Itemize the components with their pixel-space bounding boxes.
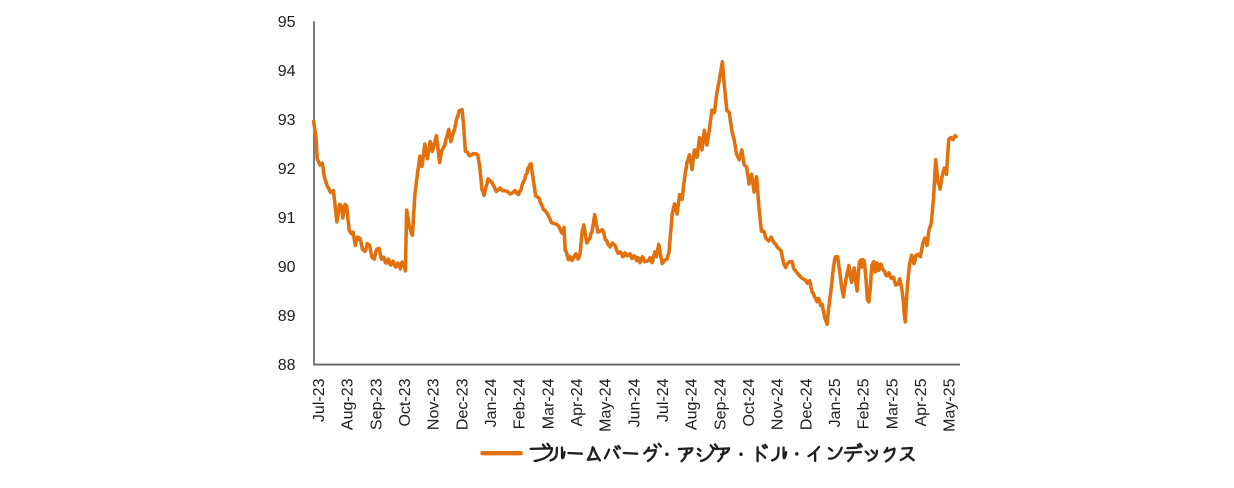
svg-text:Dec-23: Dec-23: [454, 378, 471, 430]
svg-text:Sep-23: Sep-23: [368, 378, 385, 430]
svg-text:Nov-23: Nov-23: [426, 378, 443, 430]
svg-text:Feb-24: Feb-24: [512, 378, 529, 429]
svg-text:Jul-23: Jul-23: [311, 378, 328, 422]
svg-text:89: 89: [278, 308, 296, 325]
svg-text:Apr-25: Apr-25: [913, 378, 930, 426]
svg-text:May-24: May-24: [598, 378, 615, 431]
svg-text:Jan-24: Jan-24: [483, 378, 500, 427]
svg-text:May-25: May-25: [942, 378, 959, 431]
svg-text:Dec-24: Dec-24: [798, 378, 815, 430]
svg-text:Aug-23: Aug-23: [340, 378, 357, 430]
svg-text:Aug-24: Aug-24: [684, 378, 701, 430]
svg-text:Nov-24: Nov-24: [770, 378, 787, 430]
svg-text:Oct-24: Oct-24: [741, 378, 758, 426]
svg-text:Mar-25: Mar-25: [884, 378, 901, 429]
svg-text:Sep-24: Sep-24: [712, 378, 729, 430]
svg-text:Jan-25: Jan-25: [827, 378, 844, 427]
svg-text:90: 90: [278, 259, 296, 276]
svg-text:94: 94: [278, 63, 296, 80]
svg-text:Jul-24: Jul-24: [655, 378, 672, 422]
svg-text:88: 88: [278, 357, 296, 374]
svg-text:Feb-25: Feb-25: [856, 378, 873, 429]
svg-text:Jun-24: Jun-24: [626, 378, 643, 427]
svg-text:93: 93: [278, 112, 296, 129]
svg-text:Apr-24: Apr-24: [569, 378, 586, 426]
svg-text:Oct-23: Oct-23: [397, 378, 414, 426]
svg-text:91: 91: [278, 210, 296, 227]
svg-text:92: 92: [278, 161, 296, 178]
svg-text:Mar-24: Mar-24: [540, 378, 557, 429]
svg-text:95: 95: [278, 14, 296, 31]
